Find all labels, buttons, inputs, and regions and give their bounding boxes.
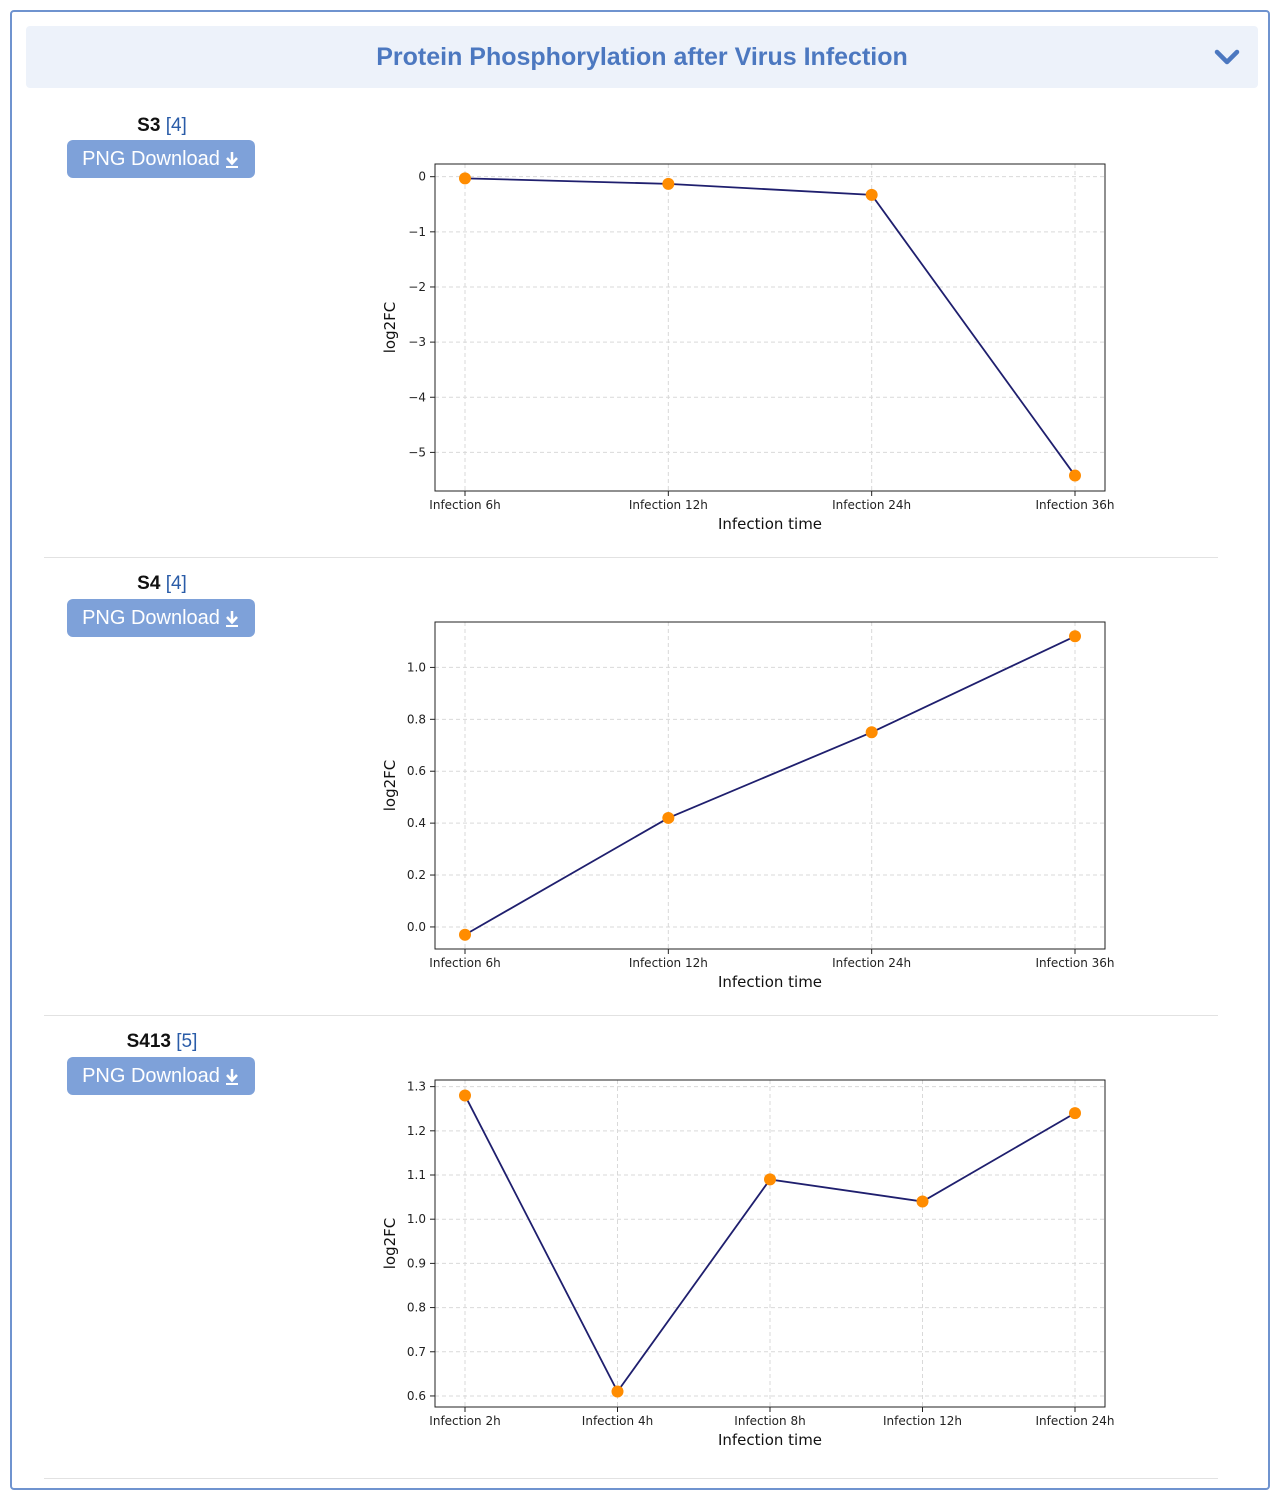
x-tick-label: Infection 24h — [832, 498, 911, 512]
png-download-button[interactable]: PNG Download — [67, 599, 255, 637]
site-count: 4 — [170, 115, 182, 136]
x-axis-title: Infection time — [718, 973, 822, 991]
chart-s413: 0.6 0.7 0.8 0.9 1.0 1.1 1.2 1.3 Infection 2h Infe… — [381, 1079, 1115, 1449]
y-tick-label: 0.2 — [407, 868, 426, 882]
y-tick-label: 1.1 — [407, 1168, 426, 1182]
y-tick-label: −1 — [408, 225, 426, 239]
panel-title: Protein Phosphorylation after Virus Infe… — [376, 42, 908, 71]
data-point — [865, 188, 878, 201]
y-tick-label: −3 — [408, 335, 426, 349]
y-tick-label: 0.7 — [407, 1345, 426, 1359]
x-tick-label: Infection 6h — [429, 956, 500, 970]
data-point — [459, 928, 471, 941]
grid-lines — [435, 1080, 1105, 1407]
panel-header[interactable]: Protein Phosphorylation after Virus Infe… — [26, 26, 1258, 88]
data-point — [916, 1195, 929, 1208]
data-point — [1069, 630, 1081, 643]
y-tick-label: 0.6 — [407, 1389, 426, 1403]
x-tick-label: Infection 24h — [832, 956, 911, 970]
download-label: PNG Download — [82, 1064, 220, 1087]
y-tick-label: −4 — [408, 390, 426, 404]
x-tick-label: Infection 36h — [1035, 956, 1114, 970]
x-tick-label: Infection 8h — [734, 1414, 805, 1428]
download-icon — [225, 611, 238, 627]
y-axis-title: log2FC — [381, 302, 399, 354]
chart-s3: 0 −1 −2 −3 −4 −5 Infection 6h Infection 12h Infe… — [381, 163, 1115, 533]
y-axis-title: log2FC — [381, 760, 399, 812]
x-tick-label: Infection 12h — [883, 1414, 962, 1428]
x-tick-label: Infection 36h — [1035, 498, 1114, 512]
grid-lines — [435, 622, 1105, 949]
data-point — [1069, 469, 1081, 482]
y-tick-label: 0.0 — [407, 920, 426, 934]
y-tick-label: 0 — [418, 170, 426, 184]
y-tick-label: 1.0 — [407, 1212, 426, 1226]
grid-lines — [435, 164, 1105, 491]
x-tick-label: Infection 12h — [629, 956, 708, 970]
download-icon — [225, 152, 238, 168]
x-axis-title: Infection time — [718, 1431, 822, 1449]
series-line — [464, 177, 1076, 477]
plot-frame — [434, 621, 1106, 950]
download-label: PNG Download — [82, 147, 220, 170]
data-point — [1069, 1107, 1081, 1120]
plot-frame — [434, 163, 1106, 492]
y-tick-label: 0.4 — [407, 816, 426, 830]
x-tick-label: Infection 12h — [629, 498, 708, 512]
data-point — [865, 726, 878, 739]
y-tick-label: 0.8 — [407, 1301, 426, 1315]
site-name: S4 — [137, 573, 161, 594]
site-name: S413 — [126, 1031, 171, 1052]
site-title: S3 [4] — [137, 115, 187, 136]
site-name: S3 — [137, 115, 161, 136]
site-section-s3: S3 [4] PNG Download — [44, 105, 1218, 558]
site-section-s413: S413 [5] PNG Download — [44, 1016, 1218, 1479]
series-line — [464, 635, 1076, 936]
site-count: 4 — [170, 573, 182, 594]
chevron-down-icon[interactable] — [1212, 42, 1242, 72]
site-section-s4: S4 [4] PNG Download — [44, 558, 1218, 1016]
site-count: 5 — [181, 1031, 193, 1052]
phosphorylation-panel: Protein Phosphorylation after Virus Infe… — [10, 10, 1270, 1490]
x-axis-title: Infection time — [718, 515, 822, 533]
data-point — [662, 811, 675, 824]
y-axis-title: log2FC — [381, 1218, 399, 1270]
y-tick-label: 1.2 — [407, 1124, 426, 1138]
chart-s4: 0.0 0.2 0.4 0.6 0.8 1.0 Infection 6h Infection … — [381, 621, 1115, 991]
png-download-button[interactable]: PNG Download — [67, 140, 255, 178]
y-tick-label: 1.0 — [407, 660, 426, 674]
site-title: S413 [5] — [126, 1031, 198, 1052]
y-tick-label: 0.8 — [407, 712, 426, 726]
download-icon — [225, 1069, 238, 1085]
y-tick-label: 1.3 — [407, 1080, 426, 1094]
y-tick-label: 0.9 — [407, 1256, 426, 1270]
x-tick-label: Infection 4h — [582, 1414, 653, 1428]
y-tick-label: −2 — [408, 280, 426, 294]
download-label: PNG Download — [82, 606, 220, 629]
data-point — [459, 172, 471, 185]
x-tick-label: Infection 24h — [1035, 1414, 1114, 1428]
x-tick-label: Infection 2h — [429, 1414, 500, 1428]
data-point — [764, 1173, 776, 1186]
data-point — [662, 177, 675, 190]
x-tick-label: Infection 6h — [429, 498, 500, 512]
data-point — [611, 1385, 624, 1398]
y-tick-label: 0.6 — [407, 764, 426, 778]
data-point — [459, 1089, 471, 1102]
site-title: S4 [4] — [137, 573, 187, 594]
y-tick-label: −5 — [408, 445, 426, 459]
png-download-button[interactable]: PNG Download — [67, 1057, 255, 1095]
